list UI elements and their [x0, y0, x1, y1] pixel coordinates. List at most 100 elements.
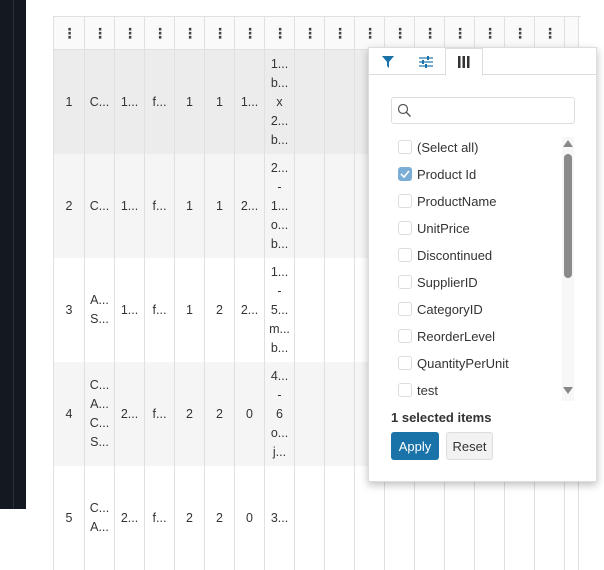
column-search-input[interactable]: [391, 97, 575, 124]
cell-text: o...: [270, 217, 289, 232]
column-option[interactable]: SupplierID: [398, 272, 478, 292]
column-menu-button[interactable]: ⋮: [235, 17, 265, 50]
cell-text: A...: [90, 397, 109, 411]
cell-text: 2...: [120, 406, 139, 421]
sliders-icon: [419, 55, 433, 68]
cell-text: 2: [186, 406, 193, 421]
cell-text: f...: [152, 406, 167, 421]
checkbox[interactable]: [398, 383, 412, 397]
cell-text: 2: [65, 198, 73, 213]
table-cell: 1: [205, 50, 235, 154]
cell-text: 1...: [240, 94, 259, 109]
column-menu-button[interactable]: ⋮: [175, 17, 205, 50]
cell-text: o...: [270, 425, 289, 440]
column-option[interactable]: CategoryID: [398, 299, 483, 319]
table-cell: [325, 50, 355, 154]
table-cell: [295, 362, 325, 466]
column-option[interactable]: Discontinued: [398, 245, 492, 265]
table-cell: 1... - 5... m... b...: [265, 258, 295, 362]
checkbox[interactable]: [398, 221, 412, 235]
checkbox[interactable]: [398, 248, 412, 262]
columns-icon: [458, 56, 470, 68]
selected-count: 1 selected items: [391, 410, 492, 425]
column-option[interactable]: ReorderLevel: [398, 326, 495, 346]
cell-text: f...: [152, 302, 167, 317]
column-option[interactable]: ProductName: [398, 191, 496, 211]
table-cell: f...: [145, 50, 175, 154]
cell-text: A...: [90, 293, 109, 307]
cell-text: S...: [90, 435, 109, 449]
table-cell: 1...: [115, 258, 145, 362]
table-cell: C... A... C... S...: [85, 362, 115, 466]
tab-filter[interactable]: [369, 48, 407, 75]
column-option[interactable]: (Select all): [398, 137, 478, 157]
column-option[interactable]: test: [398, 380, 438, 400]
cell-text: 2...: [270, 160, 289, 175]
column-option[interactable]: QuantityPerUnit: [398, 353, 509, 373]
column-option-label: SupplierID: [417, 274, 478, 290]
checkbox[interactable]: [398, 275, 412, 289]
cell-text: 6: [276, 406, 283, 421]
table-cell: 0: [235, 466, 265, 570]
cell-text: 0: [246, 406, 253, 421]
popup-tabs: [369, 48, 596, 76]
table-cell: 2...: [235, 258, 265, 362]
column-menu-button[interactable]: ⋮: [355, 17, 385, 50]
column-menu-button[interactable]: [565, 17, 579, 50]
scroll-up-icon[interactable]: [563, 140, 573, 147]
column-menu-button[interactable]: ⋮: [445, 17, 475, 50]
checkbox[interactable]: [398, 140, 412, 154]
table-cell: 2...: [115, 466, 145, 570]
column-menu-button[interactable]: ⋮: [325, 17, 355, 50]
scroll-down-icon[interactable]: [563, 387, 573, 394]
check-icon: [400, 170, 410, 178]
column-menu-button[interactable]: ⋮: [145, 17, 175, 50]
column-option-label: Product Id: [417, 166, 477, 182]
checkbox[interactable]: [398, 356, 412, 370]
table-cell: 2: [175, 362, 205, 466]
cell-text: j...: [272, 444, 287, 459]
column-menu-button[interactable]: ⋮: [115, 17, 145, 50]
table-cell: 1...: [115, 50, 145, 154]
cell-text: 2...: [270, 113, 289, 128]
divider: [13, 0, 14, 509]
cell-text: 4...: [270, 368, 289, 383]
apply-button[interactable]: Apply: [391, 432, 439, 460]
checkbox[interactable]: [398, 302, 412, 316]
scrollbar[interactable]: [562, 137, 574, 401]
cell-text: 4: [65, 406, 73, 421]
cell-text: 2: [216, 302, 223, 317]
cell-text: C...: [89, 416, 110, 430]
column-option[interactable]: UnitPrice: [398, 218, 470, 238]
checkbox[interactable]: [398, 194, 412, 208]
column-menu-button[interactable]: ⋮: [205, 17, 235, 50]
tab-settings[interactable]: [407, 48, 445, 75]
column-menu-button[interactable]: ⋮: [505, 17, 535, 50]
reset-button[interactable]: Reset: [446, 432, 493, 460]
checkbox[interactable]: [398, 329, 412, 343]
column-menu-button[interactable]: ⋮: [85, 17, 115, 50]
table-cell: 1: [175, 258, 205, 362]
column-option-label: (Select all): [417, 139, 479, 155]
column-option[interactable]: Product Id: [398, 164, 476, 184]
column-option-label: UnitPrice: [417, 220, 470, 236]
tab-columns[interactable]: [445, 48, 483, 76]
column-menu-button[interactable]: ⋮: [415, 17, 445, 50]
column-menu-button[interactable]: ⋮: [54, 17, 85, 50]
column-option-label: CategoryID: [417, 301, 483, 317]
column-menu-button[interactable]: ⋮: [265, 17, 295, 50]
column-menu-button[interactable]: ⋮: [385, 17, 415, 50]
cell-text: 2: [186, 510, 193, 525]
table-cell: f...: [145, 362, 175, 466]
cell-text: 2...: [240, 302, 259, 317]
cell-text: 1...: [270, 264, 289, 279]
column-menu-button[interactable]: ⋮: [535, 17, 565, 50]
cell-text: 1...: [270, 198, 289, 213]
scrollbar-thumb[interactable]: [564, 154, 572, 278]
column-menu-button[interactable]: ⋮: [295, 17, 325, 50]
cell-text: 1: [186, 302, 193, 317]
table-cell: 2...: [235, 154, 265, 258]
column-menu-button[interactable]: ⋮: [475, 17, 505, 50]
checkbox[interactable]: [398, 167, 412, 181]
cell-text: 1: [186, 198, 193, 213]
